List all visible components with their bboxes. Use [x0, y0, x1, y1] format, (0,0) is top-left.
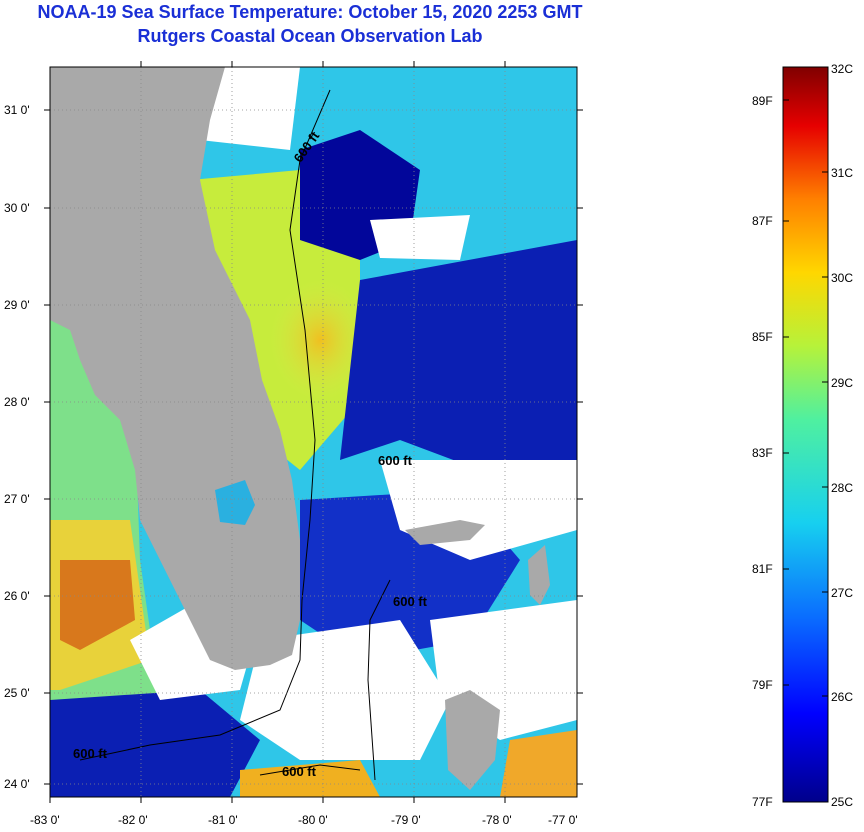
lat-label: 30 0' — [4, 201, 30, 215]
atlantic-warm-core — [270, 280, 370, 400]
celsius-label: 30C — [831, 271, 853, 285]
contour-label: 600 ft — [393, 594, 428, 609]
map-subtitle: Rutgers Coastal Ocean Observation Lab — [137, 26, 483, 46]
graticule — [50, 67, 577, 797]
cold-region-south — [50, 690, 260, 797]
fahrenheit-label: 85F — [752, 330, 773, 344]
cold-region-east — [340, 240, 577, 480]
lake-okeechobee — [215, 480, 255, 525]
contour-line-west — [79, 89, 331, 761]
lon-label: -82 0' — [118, 813, 148, 827]
contour-label: 600 ft — [378, 453, 413, 468]
lon-label: -79 0' — [391, 813, 421, 827]
contour-label: 600 ft — [282, 764, 317, 779]
lat-label: 24 0' — [4, 777, 30, 791]
colorbar: 32C 31C 30C 29C 28C 27C 26C 25C 89F 87F … — [752, 62, 853, 809]
contour-line-south — [259, 764, 361, 776]
celsius-label: 32C — [831, 62, 853, 76]
cloud-florida-straits — [240, 620, 450, 760]
grand-bahama — [405, 520, 485, 545]
lon-label: -80 0' — [298, 813, 328, 827]
andros-island — [445, 690, 500, 790]
lat-label: 27 0' — [4, 492, 30, 506]
celsius-label: 28C — [831, 481, 853, 495]
contour-label: 600 ft — [73, 746, 108, 761]
celsius-label: 25C — [831, 795, 853, 809]
lon-label: -83 0' — [30, 813, 60, 827]
fahrenheit-label: 77F — [752, 795, 773, 809]
abaco-island — [528, 545, 550, 605]
celsius-label: 29C — [831, 376, 853, 390]
fahrenheit-label: 81F — [752, 562, 773, 576]
map-border — [49, 66, 578, 798]
lat-label: 31 0' — [4, 103, 30, 117]
gulf-hot-water — [60, 560, 135, 650]
lon-label: -77 0' — [548, 813, 578, 827]
axis-ticks — [44, 61, 583, 803]
lat-label: 25 0' — [4, 686, 30, 700]
lat-labels: 31 0' 30 0' 29 0' 28 0' 27 0' 26 0' 25 0… — [4, 103, 30, 791]
celsius-label: 26C — [831, 690, 853, 704]
lon-labels: -83 0' -82 0' -81 0' -80 0' -79 0' -78 0… — [30, 813, 578, 827]
warm-strip-southeast — [500, 730, 577, 797]
colorbar-scale — [782, 66, 829, 803]
lon-label: -81 0' — [208, 813, 238, 827]
map-area — [50, 67, 577, 797]
contour-line-east — [367, 579, 391, 781]
fahrenheit-label: 87F — [752, 214, 773, 228]
fahrenheit-label: 89F — [752, 94, 773, 108]
lon-label: -78 0' — [482, 813, 512, 827]
fahrenheit-label: 83F — [752, 446, 773, 460]
lat-label: 29 0' — [4, 298, 30, 312]
fahrenheit-label: 79F — [752, 678, 773, 692]
celsius-label: 31C — [831, 166, 853, 180]
map-title: NOAA-19 Sea Surface Temperature: October… — [37, 2, 583, 22]
celsius-label: 27C — [831, 586, 853, 600]
warm-strip-south — [240, 760, 380, 797]
lat-label: 26 0' — [4, 589, 30, 603]
lat-label: 28 0' — [4, 395, 30, 409]
cloud-patch — [370, 215, 470, 260]
